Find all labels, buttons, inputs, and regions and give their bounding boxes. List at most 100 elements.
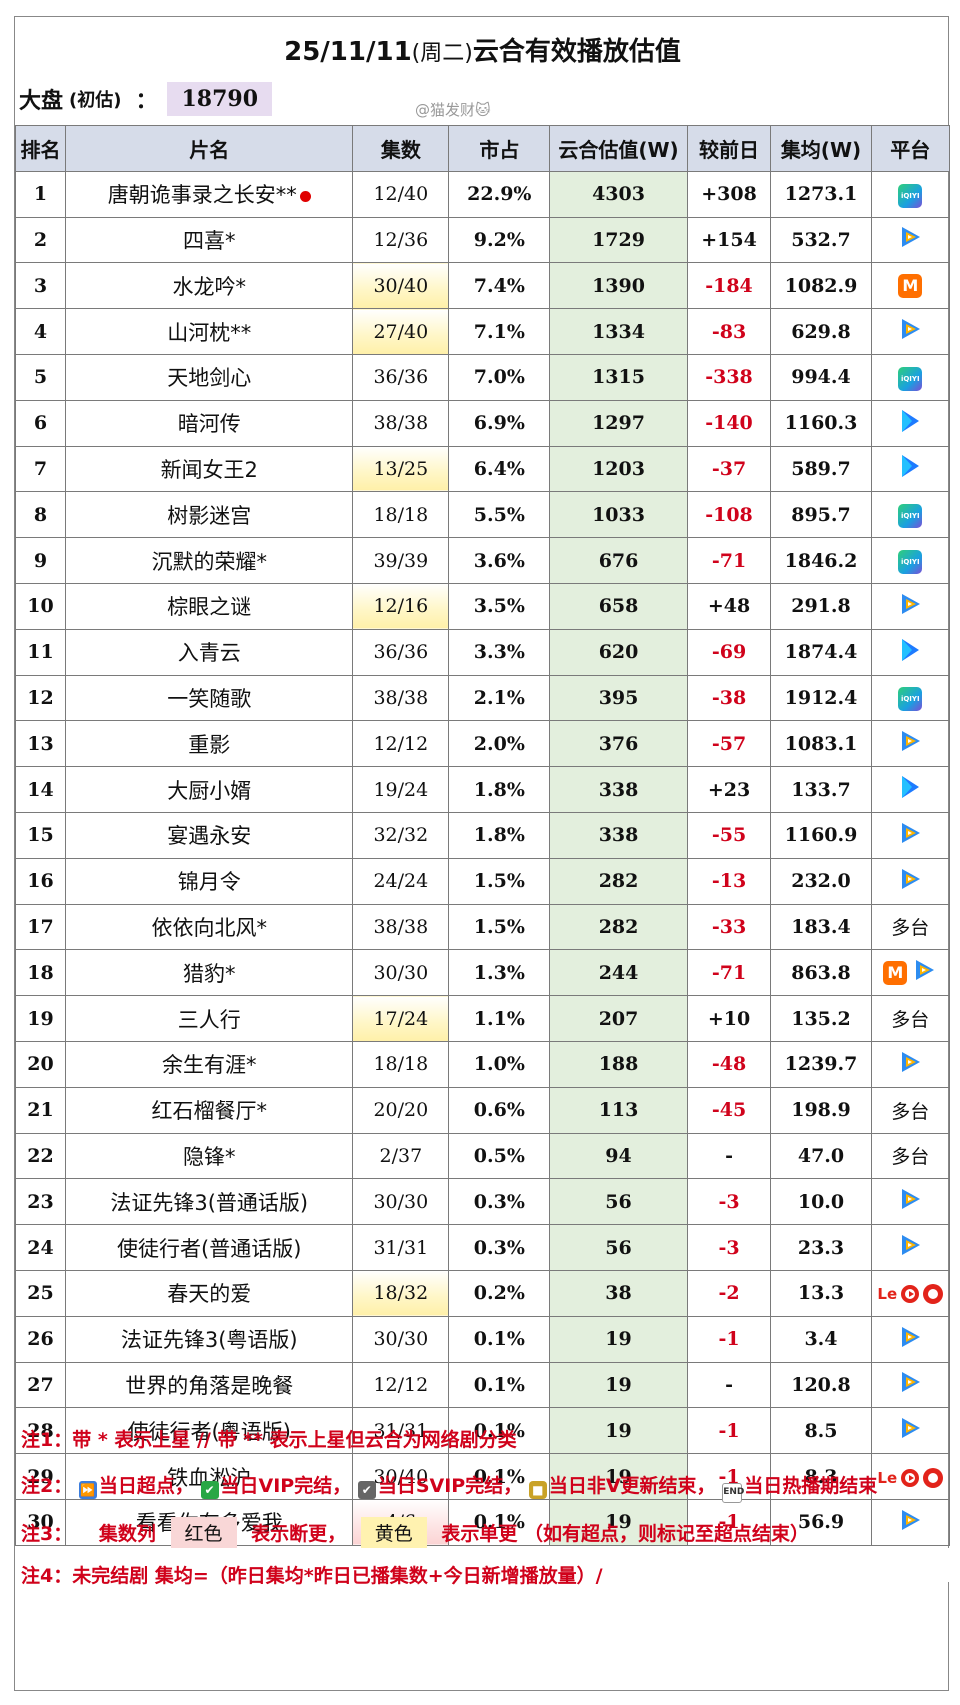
table-row: 25 春天的爱 18/32 0.2% 38 -2 13.3 Le — [14, 1269, 951, 1317]
note-3: 注3： 集数列 红色 表示断更， 黄色 表示单更 （如有超点，则标记至超点结束） — [21, 1517, 809, 1548]
rank-cell: 12 — [14, 674, 67, 722]
delta-cell: -57 — [686, 720, 772, 768]
tencent-video-icon — [897, 1324, 923, 1355]
episodes-cell: 13/25 — [352, 445, 450, 493]
average-cell: 1160.9 — [770, 811, 872, 859]
episodes-cell: 36/36 — [352, 628, 450, 676]
share-cell: 0.5% — [448, 1132, 551, 1180]
platform-icons — [897, 591, 923, 622]
estimate-cell: 113 — [549, 1086, 688, 1134]
title-cell: 一笑随歌 — [65, 674, 354, 722]
drama-title: 使徒行者(普通话版) — [117, 1236, 302, 1261]
platform-icons: iQIYI — [898, 550, 923, 575]
platform-icons: Le — [877, 1284, 944, 1305]
share-cell: 7.0% — [448, 353, 551, 401]
table-row: 10 棕眼之谜 12/16 3.5% 658 +48 291.8 — [14, 582, 951, 630]
average-cell: 532.7 — [770, 216, 872, 264]
multi-platform-label: 多台 — [891, 1146, 930, 1169]
title-cell: 山河枕** — [65, 308, 354, 355]
rank-cell: 5 — [14, 353, 67, 401]
platform-cell: iQIYI — [870, 170, 951, 218]
youku-icon — [898, 636, 922, 669]
table-row: 14 大厨小婿 19/24 1.8% 338 +23 133.7 — [14, 766, 951, 813]
letv-icon: Le — [877, 1285, 898, 1304]
table-row: 6 暗河传 38/38 6.9% 1297 -140 1160.3 — [14, 399, 951, 447]
table-row: 12 一笑随歌 38/38 2.1% 395 -38 1912.4 iQIYI — [14, 674, 951, 722]
average-cell: 1083.1 — [770, 720, 872, 768]
platform-icons: 多台 — [891, 1097, 929, 1124]
episodes-cell: 38/38 — [352, 674, 450, 722]
average-cell: 56.9 — [770, 1498, 872, 1546]
col-name-header: 片名 — [65, 125, 354, 172]
title-cell: 世界的角落是晚餐 — [65, 1361, 354, 1409]
rank-cell: 22 — [14, 1132, 67, 1180]
title-cell: 隐锋* — [65, 1132, 354, 1180]
title-cell: 树影迷宫 — [65, 491, 354, 539]
share-cell: 0.2% — [448, 1269, 551, 1317]
share-cell: 1.0% — [448, 1040, 551, 1088]
rank-cell: 13 — [14, 720, 67, 768]
rank-cell: 21 — [14, 1086, 67, 1134]
episodes-cell: 12/40 — [352, 170, 450, 218]
delta-cell: -37 — [686, 445, 772, 493]
platform-cell — [870, 216, 951, 264]
platform-icons: 多台 — [891, 1142, 929, 1169]
share-cell: 7.1% — [448, 308, 551, 355]
drama-title: 新闻女王2 — [160, 457, 258, 482]
average-cell: 895.7 — [770, 491, 872, 539]
title-cell: 春天的爱 — [65, 1269, 354, 1317]
col-share-header: 市占 — [448, 125, 551, 172]
episodes-cell: 12/12 — [352, 1361, 450, 1409]
table-row: 17 依依向北风* 38/38 1.5% 282 -33 183.4 多台 — [14, 903, 951, 951]
delta-cell: -108 — [686, 491, 772, 539]
share-cell: 5.5% — [448, 491, 551, 539]
platform-cell: iQIYI — [870, 353, 951, 401]
delta-cell: -1 — [686, 1315, 772, 1363]
share-cell: 2.0% — [448, 720, 551, 768]
col-average-header: 集均(W) — [770, 125, 872, 172]
letv-icon: Le — [877, 1468, 898, 1487]
share-cell: 0.6% — [448, 1086, 551, 1134]
drama-title: 大厨小婿 — [167, 778, 252, 803]
delta-cell: -338 — [686, 353, 772, 401]
title-cell: 法证先锋3(普通话版) — [65, 1178, 354, 1226]
share-cell: 6.9% — [448, 399, 551, 447]
table-row: 16 锦月令 24/24 1.5% 282 -13 232.0 — [14, 857, 951, 905]
table-row: 7 新闻女王2 13/25 6.4% 1203 -37 589.7 — [14, 445, 951, 493]
platform-icons: M — [898, 273, 923, 298]
drama-title: 四喜* — [183, 228, 236, 253]
share-cell: 1.8% — [448, 766, 551, 813]
average-cell: 1874.4 — [770, 628, 872, 676]
episodes-cell: 18/18 — [352, 491, 450, 539]
share-cell: 0.1% — [448, 1361, 551, 1409]
average-cell: 198.9 — [770, 1086, 872, 1134]
platform-icons — [897, 1049, 923, 1080]
ranking-sheet: 25/11/11(周二)云合有效播放估值 大盘 (初估) ： 18790 @猫发… — [14, 16, 951, 1691]
estimate-cell: 188 — [549, 1040, 688, 1088]
episodes-cell: 2/37 — [352, 1132, 450, 1180]
estimate-cell: 19 — [549, 1453, 688, 1500]
rank-cell: 18 — [14, 949, 67, 997]
episodes-cell: 38/38 — [352, 903, 450, 951]
episodes-cell: 12/12 — [352, 720, 450, 768]
play-ring-icon — [901, 1285, 920, 1304]
episodes-cell: 39/39 — [352, 537, 450, 584]
note-2-item: 当日超点， — [98, 1475, 194, 1497]
note-3-red-swatch: 红色 — [170, 1517, 237, 1548]
share-cell: 9.2% — [448, 216, 551, 264]
delta-cell: - — [686, 1132, 772, 1180]
note-2-item: 当日SVIP完结， — [377, 1475, 523, 1497]
red-circle-icon — [923, 1467, 944, 1488]
drama-title: 隐锋* — [183, 1144, 236, 1169]
note-2-item: 当日VIP完结， — [220, 1475, 352, 1497]
episodes-cell: 30/40 — [352, 262, 450, 310]
mango-tv-icon: M — [898, 273, 923, 298]
title-cell: 暗河传 — [65, 399, 354, 447]
episodes-cell: 32/32 — [352, 811, 450, 859]
table-header-row: 排名 片名 集数 市占 云合估值(W) 较前日 集均(W) 平台 — [14, 125, 951, 172]
platform-icons — [897, 820, 923, 851]
youku-icon — [898, 407, 922, 440]
platform-cell: Le — [870, 1453, 951, 1500]
rank-cell: 27 — [14, 1361, 67, 1409]
delta-cell: -71 — [686, 949, 772, 997]
